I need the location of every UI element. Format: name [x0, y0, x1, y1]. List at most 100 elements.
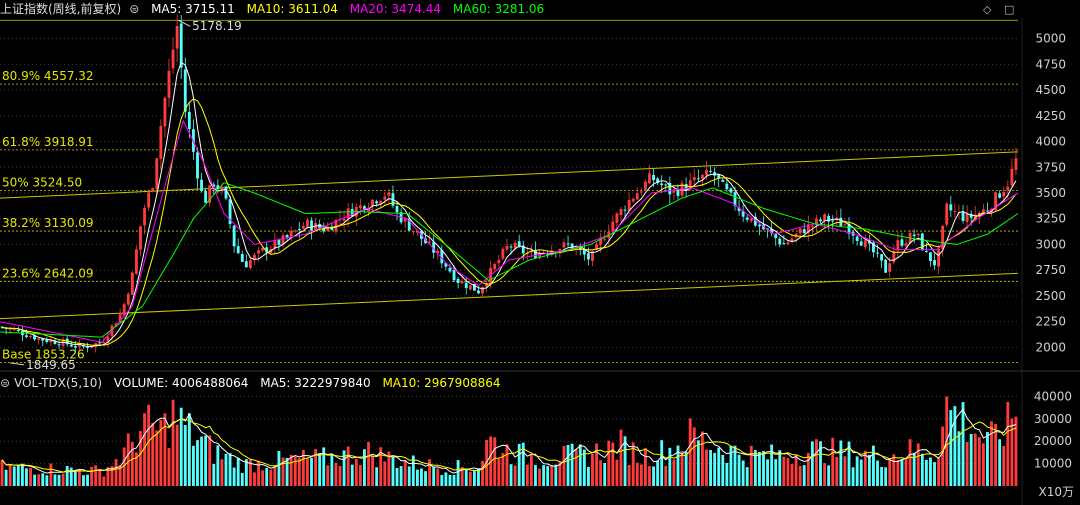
candle-body — [322, 227, 326, 232]
volume-bar — [542, 465, 546, 486]
volume-bar — [684, 451, 688, 486]
candle-body — [546, 253, 550, 255]
low-price-label: 1849.65 — [26, 358, 76, 372]
candle-body — [631, 198, 635, 202]
volume-bar — [631, 442, 635, 486]
candle-body — [521, 245, 525, 254]
volume-bar — [8, 464, 12, 486]
circle-arrow-icon[interactable]: ⊜ — [129, 2, 140, 16]
candle-body — [163, 97, 167, 127]
candle-body — [236, 246, 240, 254]
vol-ma10-label: MA10: 2967908864 — [382, 376, 501, 390]
candle-body — [591, 251, 594, 261]
candle-body — [98, 342, 102, 344]
candle-body — [249, 260, 252, 268]
circle-arrow-icon[interactable]: ⊜ — [0, 376, 11, 390]
volume-bar — [672, 459, 676, 486]
volume-bar — [819, 441, 822, 486]
volume-bar — [436, 468, 440, 486]
price-tick-label: 3000 — [1035, 237, 1066, 251]
volume-bar — [179, 407, 183, 486]
vol-ma5-label: MA5: 3222979840 — [260, 376, 371, 390]
candle-body — [314, 222, 318, 231]
candle-body — [501, 248, 505, 259]
candle-body — [815, 218, 818, 225]
volume-bar — [306, 458, 309, 486]
volume-bar — [509, 464, 513, 486]
candle-body — [407, 218, 411, 231]
price-tick-label: 5000 — [1035, 32, 1066, 46]
candle-body — [810, 225, 814, 227]
volume-bar — [876, 460, 879, 486]
volume-bar — [941, 426, 945, 486]
candle-body — [49, 339, 53, 343]
volume-bar — [90, 466, 94, 486]
candle-body — [403, 218, 407, 222]
volume-bar — [737, 454, 741, 486]
candle-body — [432, 241, 436, 253]
volume-bar — [1002, 445, 1006, 486]
candle-body — [994, 192, 998, 210]
volume-bar — [236, 457, 240, 486]
candle-body — [692, 177, 696, 181]
volume-bar — [130, 441, 134, 486]
volume-bar — [582, 449, 586, 486]
volume-bar — [269, 469, 273, 486]
volume-bar — [139, 430, 142, 486]
volume-bar — [379, 447, 383, 486]
volume-bar — [953, 406, 957, 486]
candle-body — [831, 220, 835, 222]
candle-body — [700, 174, 704, 179]
volume-bar — [114, 459, 118, 486]
candle-body — [778, 238, 782, 245]
volume-bar — [603, 462, 607, 486]
candle-body — [990, 209, 993, 212]
candle-body — [770, 229, 774, 234]
volume-bar — [350, 464, 354, 486]
volume-bar — [815, 439, 818, 486]
candle-body — [652, 174, 655, 181]
volume-bar — [489, 436, 493, 486]
candle-body — [196, 152, 199, 179]
volume-bar — [191, 445, 195, 486]
volume-bar — [497, 458, 501, 486]
candle-body — [509, 246, 513, 248]
candle-body — [1014, 158, 1018, 170]
volume-bar — [301, 450, 305, 486]
candle-body — [611, 221, 615, 232]
candle-body — [920, 233, 924, 251]
volume-bar — [623, 436, 627, 486]
volume-bar — [151, 422, 155, 486]
diamond-icon[interactable]: ◇ — [983, 3, 992, 16]
volume-bar — [175, 424, 179, 486]
candle-body — [790, 238, 794, 242]
volume-bar — [794, 454, 798, 486]
price-tick-label: 4000 — [1035, 135, 1066, 149]
candle-body — [16, 329, 20, 331]
volume-bar — [346, 446, 350, 486]
candle-body — [350, 209, 354, 217]
candle-body — [933, 260, 936, 266]
candle-body — [949, 204, 953, 211]
candle-body — [786, 242, 790, 245]
candle-body — [855, 236, 859, 241]
candle-body — [696, 178, 700, 180]
volume-bar — [395, 467, 399, 486]
volume-bar — [1014, 416, 1018, 486]
square-icon[interactable]: □ — [1004, 3, 1015, 16]
candle-body — [863, 240, 867, 248]
volume-bar — [41, 473, 45, 486]
volume-bar — [965, 441, 969, 486]
volume-bar — [440, 474, 444, 486]
volume-bar — [375, 467, 379, 486]
volume-bar — [929, 457, 932, 486]
volume-bar — [1010, 418, 1014, 486]
candle-body — [212, 184, 216, 187]
volume-bar — [986, 432, 989, 486]
candle-body — [289, 231, 293, 237]
candle-body — [892, 251, 896, 263]
candle-body — [676, 190, 680, 196]
volume-bar — [753, 450, 757, 486]
candle-body — [900, 239, 904, 246]
